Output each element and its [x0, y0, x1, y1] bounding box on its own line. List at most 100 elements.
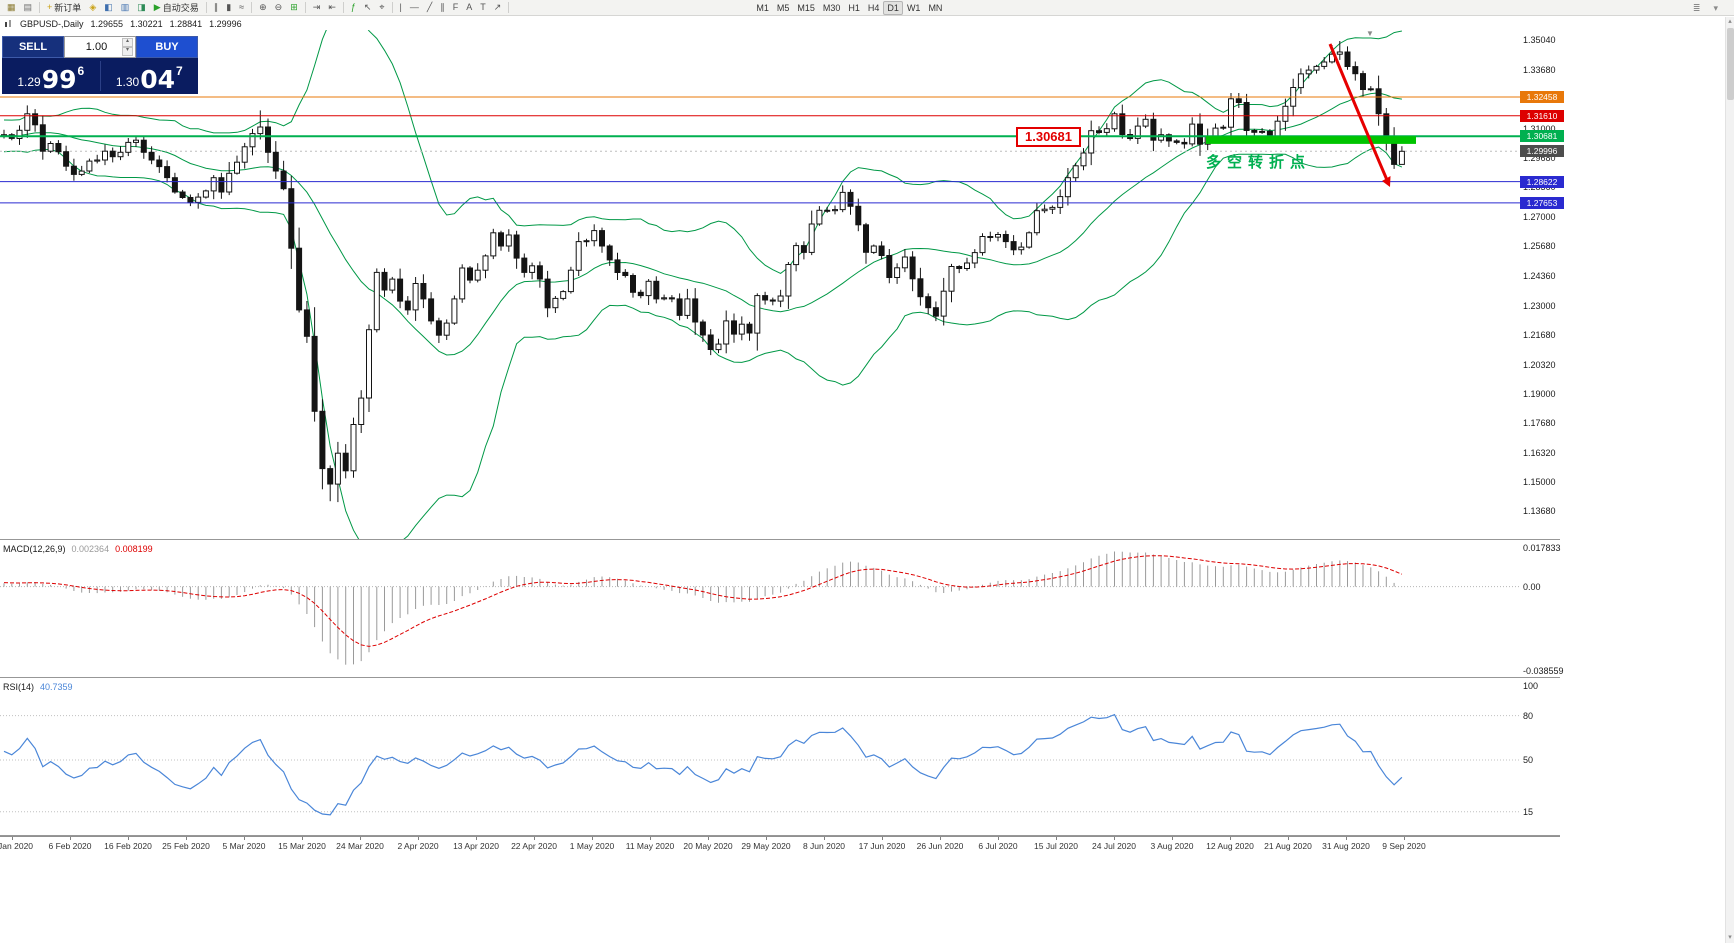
- chart-profiles-button[interactable]: ▤: [20, 1, 37, 15]
- price-axis-label: 1.27000: [1523, 212, 1556, 223]
- turning-point-label[interactable]: 多空转折点: [1206, 154, 1312, 171]
- toolbar-buttons: ▦ ▤ + 新订单 ◈ ◧ ▥ ◨ ▶ 自动交易 ∥ ▮ ≈ ⊕ ⊖ ⊞ ⇥ ⇤ ƒ ↖ ⌖ | — ╱ ∥ F A T ↗ M1 M5 M1…: [3, 0, 946, 15]
- indicators-button-icon: ƒ: [350, 2, 356, 12]
- time-axis-tick: [824, 837, 825, 840]
- new-order-button-label: 新订单: [54, 3, 82, 13]
- time-axis-tick: [476, 837, 477, 840]
- trendline-button[interactable]: ╱: [423, 1, 436, 15]
- vertical-scrollbar[interactable]: ▴ ▾: [1725, 17, 1734, 943]
- price-annotation-box[interactable]: 1.30681: [1016, 127, 1081, 147]
- buy-button[interactable]: BUY: [136, 36, 198, 58]
- time-axis-label: 15 Jul 2020: [1034, 841, 1078, 851]
- time-axis-tick: [360, 837, 361, 840]
- cursor-tool-button[interactable]: ↖: [360, 1, 376, 15]
- horizontal-line-button[interactable]: —: [406, 1, 423, 15]
- time-axis-tick: [70, 837, 71, 840]
- one-click-trading-widget: SELL 1.00 ▴ ▾ BUY 1.29 99 6 1.30 04 7: [2, 36, 198, 94]
- timeframe-d1[interactable]: D1: [883, 0, 903, 15]
- timeframe-m15[interactable]: M15: [793, 1, 819, 15]
- zoom-in-button[interactable]: ⊕: [255, 1, 271, 15]
- time-axis-label: 24 Jul 2020: [1092, 841, 1136, 851]
- indicators-button[interactable]: ƒ: [347, 1, 360, 15]
- volume-spinner[interactable]: ▴ ▾: [122, 38, 133, 56]
- price-axis-label: 1.33680: [1523, 65, 1556, 76]
- time-axis-label: 12 Aug 2020: [1206, 841, 1254, 851]
- autotrading-button[interactable]: ▶ 自动交易: [150, 1, 203, 15]
- timeframe-m5[interactable]: M5: [773, 1, 794, 15]
- channel-button[interactable]: ∥: [436, 1, 449, 15]
- time-axis-label: 31 Aug 2020: [1322, 841, 1370, 851]
- timeframe-h4[interactable]: H4: [864, 1, 884, 15]
- scroll-down-icon[interactable]: ▾: [1728, 934, 1732, 941]
- timeframe-mn[interactable]: MN: [924, 1, 946, 15]
- macd-axis-label: 0.00: [1523, 581, 1541, 592]
- new-chart-button[interactable]: ▦: [3, 1, 20, 15]
- timeframe-w1[interactable]: W1: [903, 1, 925, 15]
- line-chart-button[interactable]: ≈: [235, 1, 248, 15]
- price-level-badge: 1.31610: [1520, 109, 1564, 122]
- vertical-line-button[interactable]: |: [396, 1, 406, 15]
- price-axis-label: 1.16320: [1523, 447, 1556, 458]
- macd-indicator-panel[interactable]: [0, 542, 1522, 676]
- timeframe-h1[interactable]: H1: [844, 1, 864, 15]
- timeframe-m1-label: M1: [756, 2, 769, 13]
- crosshair-tool-button[interactable]: ⌖: [375, 1, 388, 15]
- rsi-value: 40.7359: [40, 682, 73, 692]
- timeframe-m1[interactable]: M1: [752, 1, 773, 15]
- time-axis-tick: [1172, 837, 1173, 840]
- spinner-down-icon[interactable]: ▾: [122, 47, 133, 56]
- price-level-badge: 1.29996: [1520, 145, 1564, 158]
- time-axis-label: 3 Aug 2020: [1150, 841, 1194, 851]
- chart-shift-button[interactable]: ⇤: [324, 1, 340, 15]
- sell-button[interactable]: SELL: [2, 36, 64, 58]
- window-list-icon[interactable]: ≣: [1692, 2, 1701, 13]
- text-tool-button[interactable]: A: [462, 1, 476, 15]
- ohlc-open: 1.29655: [90, 18, 124, 29]
- price-axis-label: 1.15000: [1523, 476, 1556, 487]
- time-axis-label: 26 Jun 2020: [916, 841, 964, 851]
- auto-scroll-button[interactable]: ⇥: [309, 1, 325, 15]
- price-axis-label: 1.17680: [1523, 417, 1556, 428]
- arrows-tool-button[interactable]: ↗: [490, 1, 506, 15]
- rsi-header: RSI(14) 40.7359: [3, 682, 73, 692]
- market-watch-button[interactable]: ◧: [100, 1, 117, 15]
- bar-chart-button[interactable]: ∥: [210, 1, 223, 15]
- price-axis-label: 1.20320: [1523, 359, 1556, 370]
- spinner-up-icon[interactable]: ▴: [122, 38, 133, 47]
- data-window-button[interactable]: ▥: [117, 1, 134, 15]
- zoom-out-button[interactable]: ⊖: [271, 1, 287, 15]
- new-order-button[interactable]: + 新订单: [43, 1, 85, 15]
- navigator-button[interactable]: ◨: [133, 1, 150, 15]
- candlestick-chart-button[interactable]: ▮: [222, 1, 235, 15]
- panel-separator[interactable]: [0, 835, 1560, 836]
- time-axis-label: 17 Jun 2020: [858, 841, 906, 851]
- tile-windows-button[interactable]: ⊞: [286, 1, 302, 15]
- main-price-chart[interactable]: [0, 30, 1522, 539]
- new-order-button-icon: +: [47, 2, 53, 12]
- timeframe-m30[interactable]: M30: [819, 1, 845, 15]
- time-axis-tick: [1056, 837, 1057, 840]
- rsi-axis-label: 15: [1523, 806, 1534, 817]
- panel-separator[interactable]: [0, 539, 1560, 541]
- volume-field[interactable]: 1.00 ▴ ▾: [64, 36, 136, 58]
- mql5-community-icon[interactable]: ◈: [85, 1, 100, 15]
- volume-value[interactable]: 1.00: [85, 41, 108, 53]
- toolbar-customize-icon[interactable]: ▾: [1713, 2, 1718, 13]
- toolbar-separator: [342, 2, 344, 13]
- scroll-up-icon[interactable]: ▴: [1728, 18, 1732, 25]
- fibonacci-button[interactable]: F: [449, 1, 463, 15]
- macd-name: MACD(12,26,9): [3, 544, 66, 554]
- chart-shift-marker[interactable]: ▼: [1366, 29, 1374, 38]
- scrollbar-thumb[interactable]: [1726, 28, 1734, 100]
- time-axis[interactable]: 8 Jan 2020 6 Feb 2020 16 Feb 2020 25 Feb 20…: [0, 836, 1560, 852]
- rsi-axis-label: 50: [1523, 755, 1534, 765]
- trendline-button-icon: ╱: [426, 2, 433, 12]
- bar-chart-button-icon: ∥: [213, 2, 219, 12]
- text-tool-button-icon: A: [466, 2, 473, 12]
- ohlc-close: 1.29996: [209, 18, 242, 29]
- rsi-indicator-panel[interactable]: [0, 679, 1522, 835]
- panel-separator[interactable]: [0, 677, 1560, 679]
- label-tool-button[interactable]: T: [476, 1, 490, 15]
- bid-price-big-digits: 99: [41, 65, 77, 94]
